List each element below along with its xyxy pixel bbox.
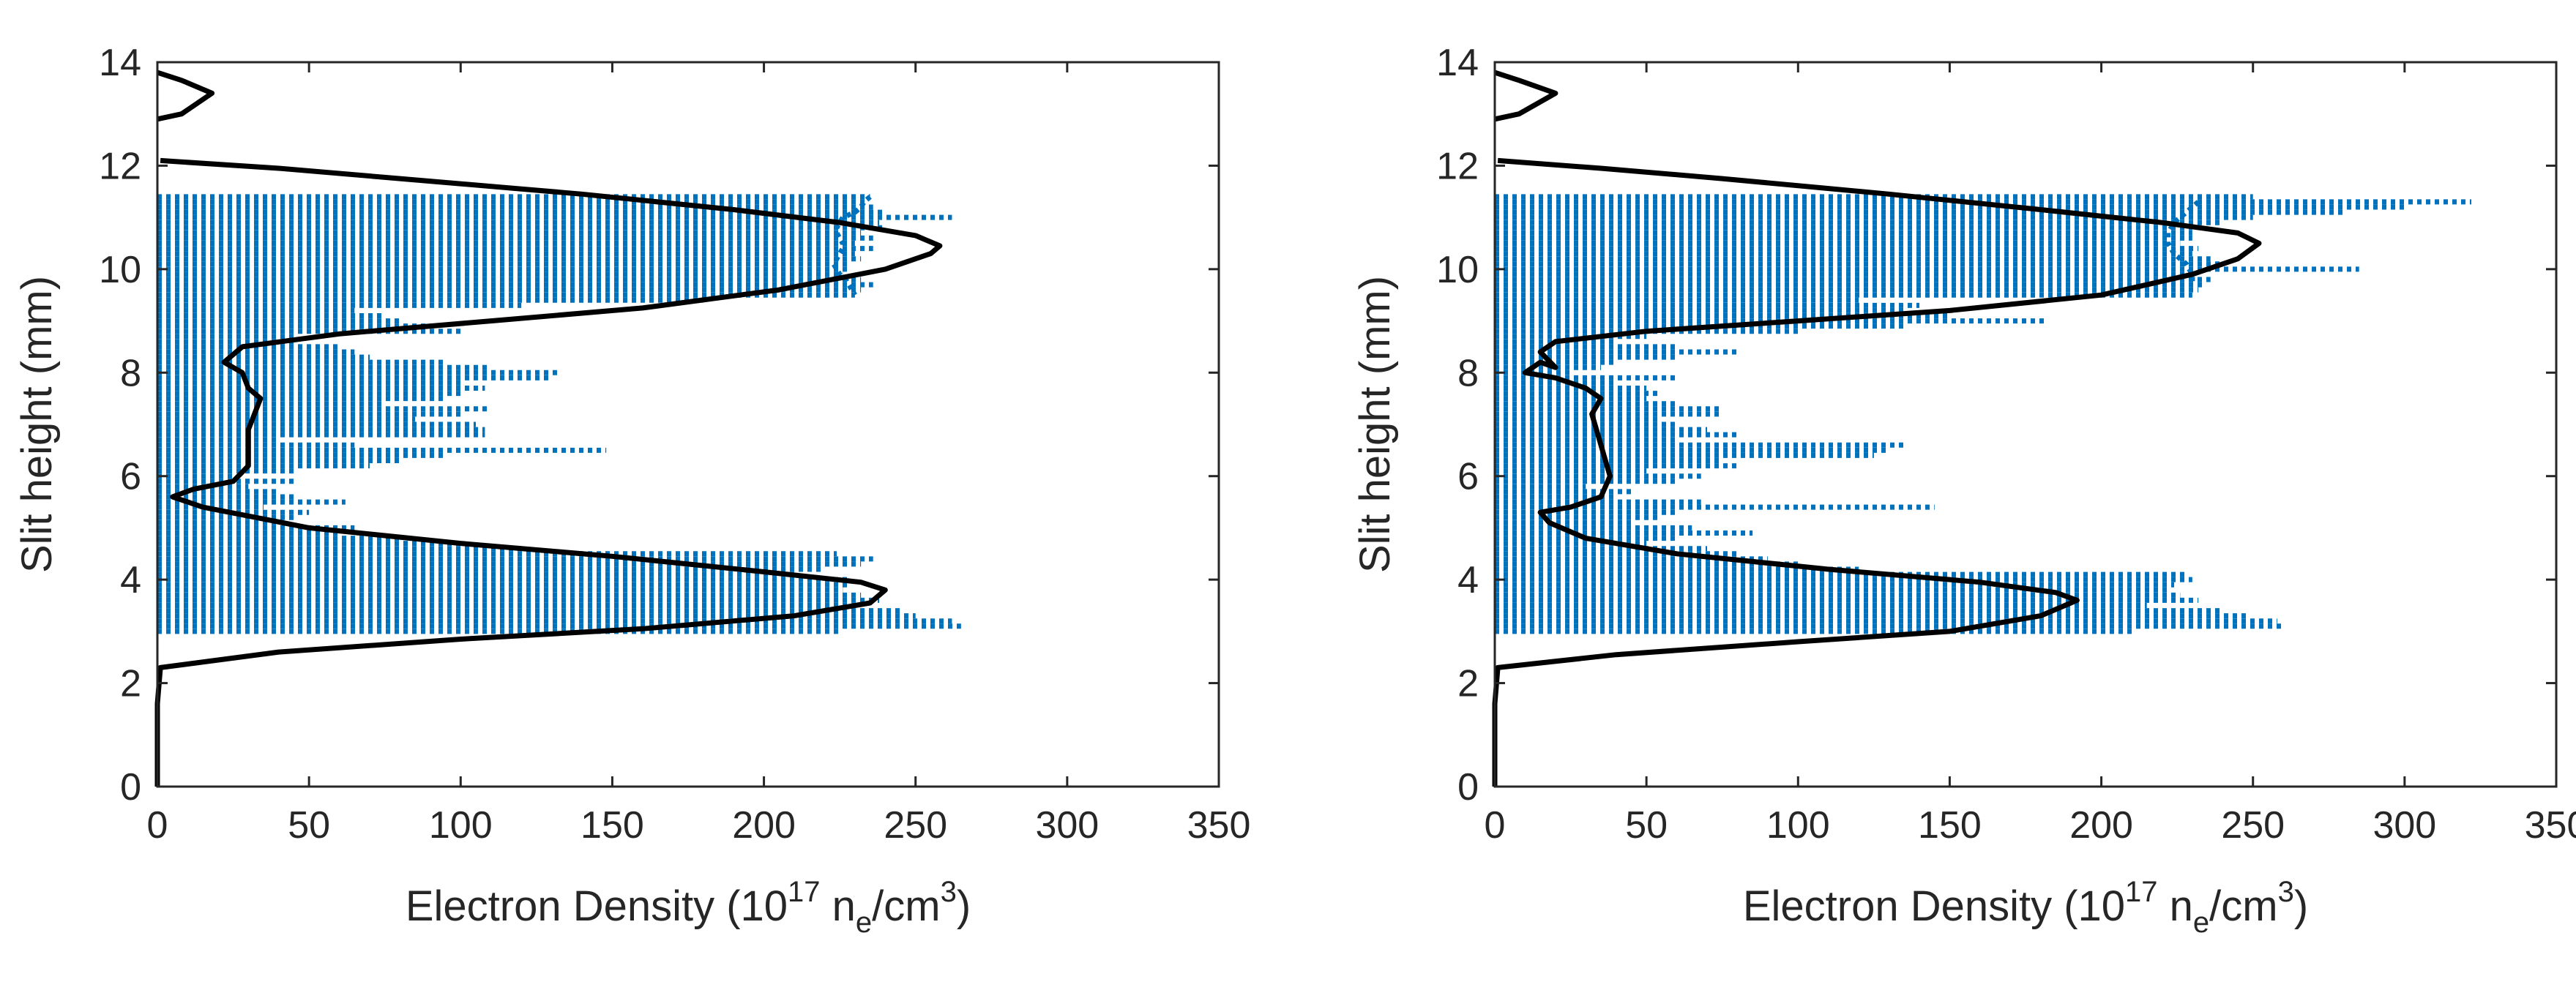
left-panel: 0 50 100 150 200 250 300 350 0 2 4 6 8 10 12 14 Electron… [13,42,1250,939]
axes-box [156,61,1220,788]
mean-line [154,157,943,787]
y-tick-label: 14 [1436,42,1479,84]
y-axis-title: Slit height (mm) [1351,276,1399,573]
x-axis-title-part: /cm [2209,882,2277,930]
axes-box [1493,61,2558,788]
mean-line-top-cap [1493,70,1558,122]
dotted-envelope [2165,200,2200,285]
x-tick-label: 100 [429,804,493,847]
x-tick-label: 0 [1485,804,1506,847]
x-tick-label: 350 [1187,804,1251,847]
y-tick-label: 6 [1457,456,1479,498]
x-axis-title-part: 17 [2125,876,2158,908]
y-tick-label: 8 [1457,352,1479,394]
x-tick-label: 300 [2372,804,2436,847]
y-axis-title: Slit height (mm) [13,276,61,573]
y-tick-label: 0 [1457,766,1479,809]
y-tick-label: 10 [1436,249,1479,291]
x-axis-title-part: 3 [941,876,957,908]
x-tick-label: 150 [580,804,644,847]
y-tick-label: 6 [120,456,141,498]
x-tick-label: 100 [1766,804,1830,847]
x-tick-label: 250 [2221,804,2285,847]
y-tick-label: 8 [120,352,141,394]
x-tick-label: 300 [1035,804,1099,847]
x-axis-title-part: Electron Density (10 [406,882,788,930]
mean-line-top-cap [156,70,215,122]
x-tick-label: 200 [2069,804,2133,847]
x-axis-title-part: Electron Density (10 [1743,882,2125,930]
x-axis-title: Electron Density (1017 ne/cm3) [1743,876,2308,939]
x-tick-label: 0 [147,804,168,847]
y-tick-label: 2 [1457,663,1479,705]
x-axis-title-part: e [856,907,872,939]
x-axis-title-part: 3 [2278,876,2294,908]
x-tick-label: 250 [884,804,947,847]
right-panel: 0 50 100 150 200 250 300 350 0 2 4 6 8 10 12 14 Electron… [1351,42,2576,939]
x-axis-title-part: e [2193,907,2209,939]
x-tick-label: 150 [1918,804,1982,847]
x-axis-title-part: ) [2294,882,2308,930]
y-tick-label: 2 [120,663,141,705]
x-axis-title-part: 17 [788,876,821,908]
y-tick-label: 10 [99,249,141,291]
x-tick-label: 350 [2525,804,2576,847]
y-tick-label: 0 [120,766,141,809]
x-axis-title-part: ) [957,882,971,930]
x-axis-title: Electron Density (1017 ne/cm3) [406,876,971,939]
y-tick-label: 12 [99,145,141,187]
dotted-series [1492,194,2471,787]
x-axis-title-part: n [821,882,856,930]
x-tick-label: 50 [1625,804,1668,847]
dotted-series [154,194,961,787]
y-tick-label: 14 [99,42,141,84]
y-tick-label: 4 [120,559,141,601]
y-tick-label: 12 [1436,145,1479,187]
x-axis-title-part: /cm [872,882,940,930]
x-tick-label: 50 [288,804,330,847]
x-tick-label: 200 [732,804,796,847]
x-axis-title-part: n [2158,882,2193,930]
mean-line [1492,157,2262,787]
y-tick-label: 4 [1457,559,1479,601]
